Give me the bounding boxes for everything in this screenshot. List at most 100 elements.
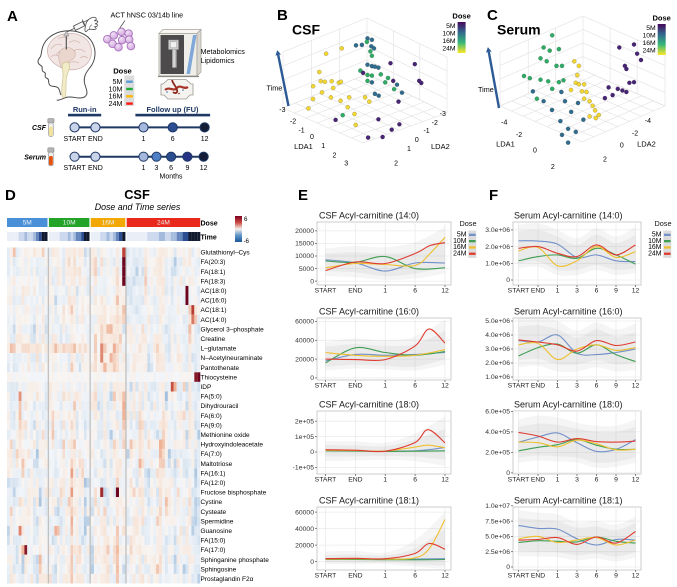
svg-text:5000: 5000 [299,266,314,273]
svg-text:2.5e+06: 2.5e+06 [485,549,510,556]
svg-text:FA(12:0): FA(12:0) [201,480,226,487]
svg-text:Serum Acyl-carnitine (18:1): Serum Acyl-carnitine (18:1) [514,496,623,506]
svg-text:FA(18:3): FA(18:3) [201,278,226,285]
svg-text:Months: Months [160,173,183,180]
svg-text:0: 0 [620,143,624,150]
svg-text:1.0e+06: 1.0e+06 [485,374,510,381]
svg-text:12: 12 [632,288,640,295]
svg-text:0: 0 [310,134,314,141]
svg-text:6: 6 [413,383,417,390]
svg-text:LDA1: LDA1 [496,140,515,149]
svg-text:5M: 5M [457,232,467,239]
svg-text:12: 12 [441,573,449,580]
svg-text:Serum: Serum [24,155,46,162]
svg-text:3.0e+06: 3.0e+06 [485,227,510,234]
svg-text:5.0e+06: 5.0e+06 [485,318,510,325]
svg-text:-4: -4 [645,118,651,125]
svg-text:Metabolomics: Metabolomics [201,47,246,56]
svg-text:END: END [348,573,362,580]
svg-text:Lipidomics: Lipidomics [201,56,235,65]
svg-text:Methionine oxide: Methionine oxide [201,432,251,439]
svg-text:6: 6 [595,573,599,580]
svg-text:END: END [88,136,103,143]
svg-text:END: END [348,477,362,484]
svg-text:C: C [487,7,498,24]
svg-text:Run-in: Run-in [73,105,97,114]
svg-text:FA(16:1): FA(16:1) [201,470,226,477]
svg-text:LDA2: LDA2 [637,140,656,149]
svg-text:START: START [315,573,337,580]
svg-text:1.0e+06: 1.0e+06 [485,261,510,268]
svg-text:4.0e+05: 4.0e+05 [485,429,510,436]
svg-text:1: 1 [556,383,560,390]
svg-text:0: 0 [506,277,510,284]
svg-text:END: END [531,288,545,295]
svg-text:LDA2: LDA2 [431,142,450,151]
svg-text:15000: 15000 [295,241,314,248]
svg-text:1: 1 [383,383,387,390]
svg-text:A: A [7,8,18,25]
svg-text:-1: -1 [298,127,304,134]
svg-text:-2: -2 [432,120,438,127]
svg-text:CSF: CSF [32,125,47,132]
svg-text:6: 6 [413,477,417,484]
svg-text:D: D [5,187,16,204]
svg-text:12: 12 [200,165,208,172]
svg-text:Hydroxyindoleacetate: Hydroxyindoleacetate [201,442,264,449]
svg-text:-1e+05: -1e+05 [293,465,315,472]
svg-text:-2: -2 [516,132,522,139]
svg-text:IDP: IDP [201,384,212,391]
svg-text:Dose: Dose [113,67,132,76]
svg-text:Dose and Time series: Dose and Time series [95,202,181,212]
svg-text:-1: -1 [423,128,429,135]
svg-text:Thiocysteine: Thiocysteine [201,374,238,381]
svg-text:0: 0 [506,564,510,571]
svg-text:2: 2 [603,157,607,164]
svg-text:Dose: Dose [459,219,476,228]
svg-text:START: START [508,477,530,484]
svg-text:12: 12 [441,288,449,295]
svg-text:Spermidine: Spermidine [201,518,234,525]
svg-text:10000: 10000 [295,253,314,260]
svg-text:7.5e+06: 7.5e+06 [485,518,510,525]
svg-text:Time: Time [267,84,283,93]
svg-text:16M: 16M [109,92,123,101]
svg-text:0: 0 [310,449,314,456]
svg-text:CSF: CSF [292,22,320,38]
svg-text:START: START [508,383,530,390]
svg-text:40000: 40000 [295,526,314,533]
svg-text:6: 6 [171,136,175,143]
svg-text:10M: 10M [642,33,656,40]
svg-text:3: 3 [155,165,159,172]
svg-text:L–glutamate: L–glutamate [201,346,237,353]
svg-text:20000: 20000 [295,228,314,235]
svg-text:9: 9 [185,165,189,172]
svg-text:1: 1 [383,288,387,295]
svg-text:5M: 5M [446,23,456,30]
svg-text:1: 1 [321,143,325,150]
svg-text:Cystine: Cystine [201,499,223,506]
svg-text:10M: 10M [453,238,467,245]
svg-text:16M: 16M [453,244,467,251]
svg-text:END: END [348,383,362,390]
svg-text:Time: Time [201,235,217,242]
svg-text:AC(18:0): AC(18:0) [201,288,227,295]
svg-text:AC(18:1): AC(18:1) [201,307,227,314]
svg-text:1: 1 [556,288,560,295]
svg-text:Serum: Serum [497,22,541,38]
svg-text:9: 9 [614,477,618,484]
svg-text:Guanosine: Guanosine [201,528,233,535]
svg-text:FA(20:3): FA(20:3) [201,259,226,266]
svg-text:END: END [88,165,103,172]
svg-text:1: 1 [556,573,560,580]
svg-text:END: END [348,288,362,295]
svg-text:5M: 5M [23,220,32,227]
svg-text:1.0e+07: 1.0e+07 [485,503,510,510]
svg-text:END: END [531,383,545,390]
svg-text:2.0e+06: 2.0e+06 [485,360,510,367]
svg-text:24M: 24M [453,251,467,258]
svg-text:20000: 20000 [295,542,314,549]
svg-text:9: 9 [614,288,618,295]
svg-text:Cysteate: Cysteate [201,509,227,516]
svg-text:24M: 24M [642,48,656,55]
